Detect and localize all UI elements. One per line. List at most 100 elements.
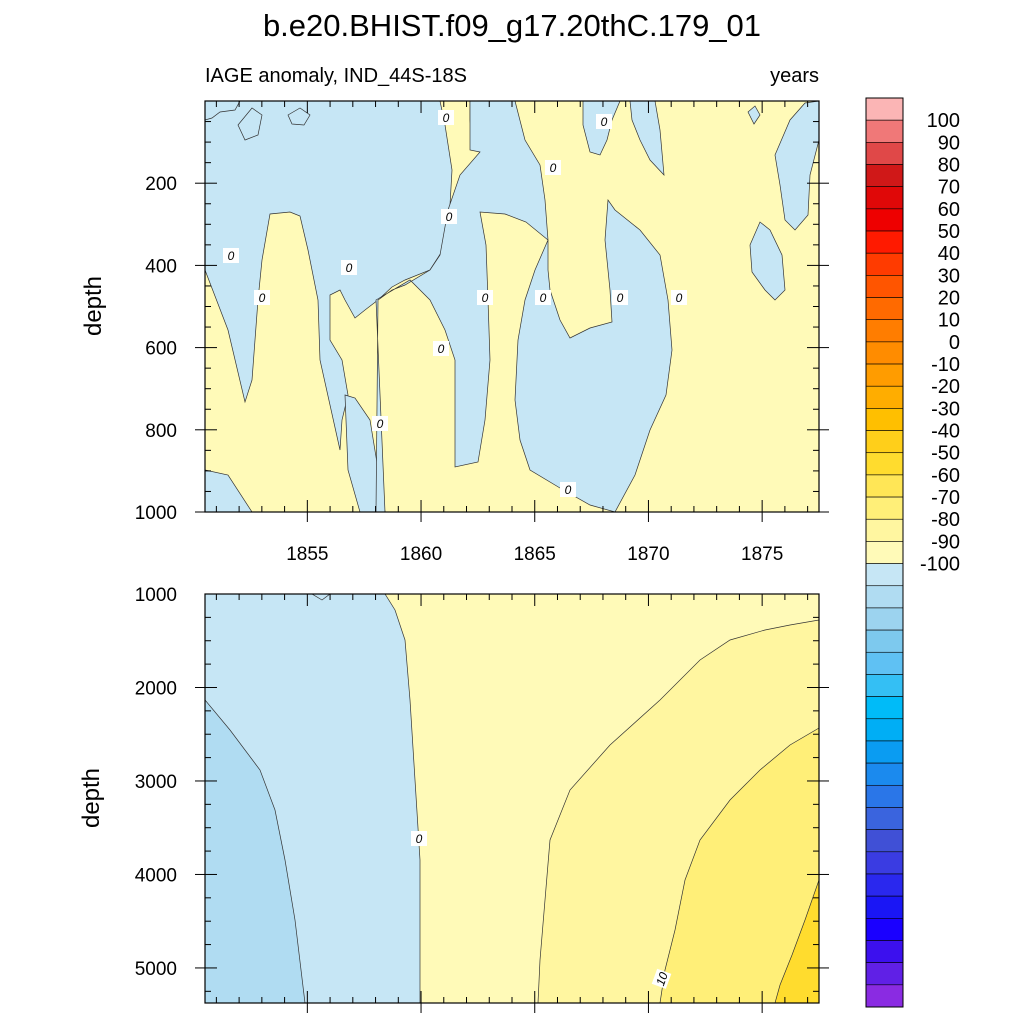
colorbar-swatch (865, 297, 904, 321)
contour-label-text: 0 (550, 161, 557, 175)
colorbar-label: 40 (938, 243, 960, 265)
colorbar-label: 100 (927, 110, 960, 132)
colorbar-swatch (865, 784, 904, 808)
colorbar-swatch (865, 984, 904, 1008)
contour-label-text: 0 (446, 210, 453, 224)
lower-region-neg-light (311, 594, 331, 601)
colorbar-swatch (865, 452, 904, 476)
contour-label-box (560, 482, 576, 497)
colorbar-swatch (865, 851, 904, 875)
upper-panel (205, 101, 819, 512)
upper-contour-label: 0 (438, 110, 454, 125)
contour-label-box (433, 341, 449, 356)
colorbar-swatch (865, 895, 904, 919)
colorbar-swatch (865, 252, 904, 276)
colorbar-label: 70 (938, 177, 960, 199)
upper-negative-region (375, 101, 549, 512)
colorbar-swatch (865, 762, 904, 786)
contour-label-box (545, 160, 561, 175)
contour-label-text: 0 (617, 291, 624, 305)
upper-contour-label: 0 (341, 260, 357, 275)
colorbar-swatch (865, 674, 904, 697)
contour-label-box (596, 114, 612, 129)
colorbar-swatch (865, 119, 904, 143)
x-tick-label: 1875 (741, 544, 783, 565)
colorbar-label: -20 (931, 376, 960, 398)
y-tick-label: 400 (145, 256, 177, 277)
contour-labels: 0 0 0 0 0 0 0 0 0 0 0 0 0 0 0 10 (223, 110, 687, 989)
contour-label-text: 0 (540, 291, 547, 305)
colorbar-swatch (865, 474, 904, 498)
colorbar-label: -80 (931, 509, 960, 531)
x-tick-label: 1860 (400, 544, 442, 565)
colorbar-swatch (865, 829, 904, 853)
colorbar-label: 80 (938, 155, 960, 177)
lower-contour-label: 10 (651, 968, 672, 989)
colorbar-label: 90 (938, 132, 960, 154)
colorbar-label: -60 (931, 465, 960, 487)
upper-contour-label: 0 (441, 209, 457, 224)
upper-contour-label: 0 (671, 290, 687, 305)
colorbar-swatch (865, 142, 904, 165)
colorbar-swatch (865, 208, 904, 232)
colorbar-swatch (865, 341, 904, 365)
chart-subtitle-right: years (770, 65, 819, 87)
y-tick-label: 3000 (135, 772, 177, 793)
contour-label-text: 0 (228, 249, 235, 263)
contour-label-text: 0 (676, 291, 683, 305)
upper-contour-label: 0 (254, 290, 270, 305)
contour-label-box (535, 290, 551, 305)
colorbar-swatch (865, 230, 904, 254)
upper-negative-region (205, 469, 253, 512)
colorbar-swatch (865, 962, 904, 986)
upper-negative-region (747, 105, 761, 125)
colorbar-swatch (865, 585, 904, 609)
y-axis-label-upper: depth (80, 276, 107, 336)
colorbar: 1009080706050403020100-10-20-30-40-50-60… (865, 97, 960, 1008)
contour-label-text: 0 (601, 115, 608, 129)
y-tick-label: 1000 (135, 585, 177, 606)
colorbar-swatch (865, 430, 904, 454)
colorbar-frame (865, 97, 904, 1008)
upper-negative-region (205, 101, 241, 121)
colorbar-label: -10 (931, 354, 960, 376)
colorbar-label: 0 (949, 332, 960, 354)
colorbar-swatch (865, 496, 904, 520)
colorbar-swatch (865, 319, 904, 343)
colorbar-label: -70 (931, 487, 960, 509)
contour-label-text: 0 (443, 111, 450, 125)
colorbar-swatch (865, 873, 904, 897)
contour-label-box (477, 290, 493, 305)
contour-label-box (441, 209, 457, 224)
upper-contour-label: 0 (560, 482, 576, 497)
axis-ticks: 1855 1860 1865 1870 187520040060080010001000… (135, 100, 829, 1013)
colorbar-swatch (865, 275, 904, 298)
upper-negative-region (344, 394, 386, 512)
colorbar-swatch (865, 607, 904, 631)
x-tick-label: 1865 (514, 544, 556, 565)
colorbar-swatch (865, 385, 904, 409)
contour-label-text: 0 (565, 483, 572, 497)
colorbar-label: -30 (931, 398, 960, 420)
colorbar-label: -90 (931, 531, 960, 553)
colorbar-swatch (865, 563, 904, 587)
contour-label-box (651, 968, 672, 989)
colorbar-swatch (865, 541, 904, 564)
lower-panel (205, 594, 819, 1003)
colorbar-label: 60 (938, 199, 960, 221)
lower-region-pos-strong (774, 879, 819, 1003)
colorbar-swatch (865, 718, 904, 742)
x-tick-label: 1855 (286, 544, 328, 565)
upper-negative-region (514, 198, 673, 512)
colorbar-label: 10 (938, 310, 960, 332)
y-tick-label: 2000 (135, 678, 177, 699)
colorbar-swatch (865, 940, 904, 963)
x-tick-label: 1870 (627, 544, 669, 565)
contour-label-box (612, 290, 628, 305)
chart-title: b.e20.BHIST.f09_g17.20thC.179_01 (263, 8, 761, 43)
lower-region-pos-mid2 (659, 727, 819, 1003)
upper-contour-label: 0 (596, 114, 612, 129)
colorbar-swatch (865, 629, 904, 653)
colorbar-label: 20 (938, 288, 960, 310)
contour-label-box (372, 416, 388, 431)
